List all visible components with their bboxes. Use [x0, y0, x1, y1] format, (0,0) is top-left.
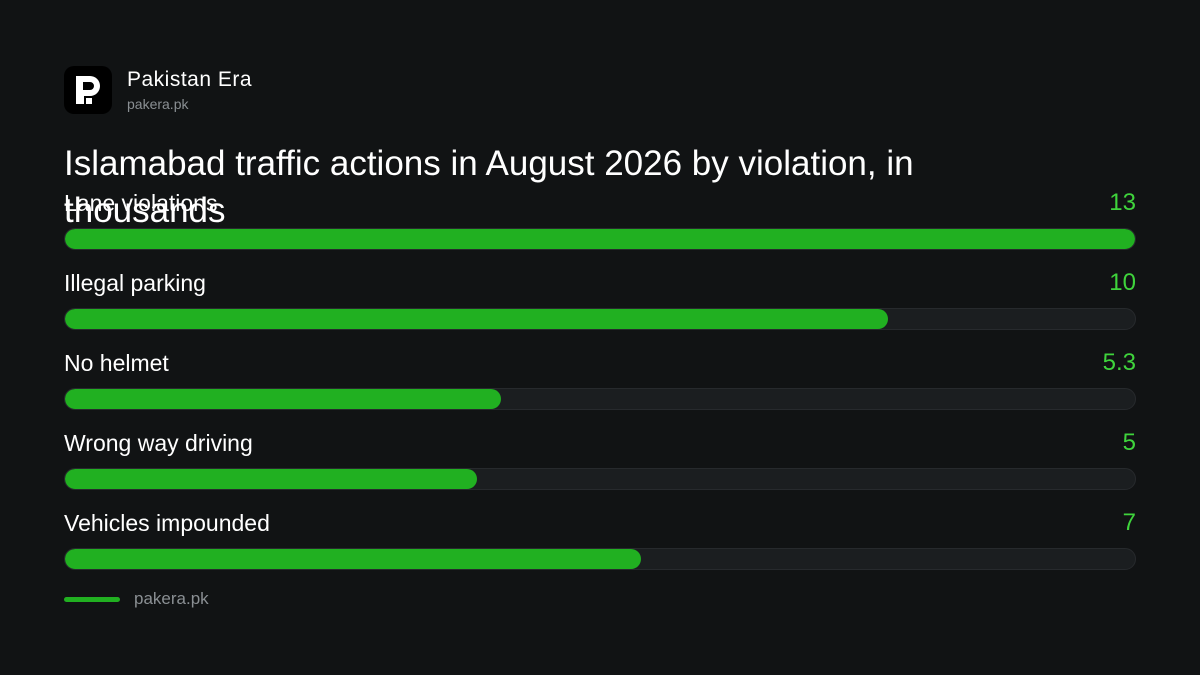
bar-row: Vehicles impounded 7 — [64, 508, 1136, 588]
chart-title: Islamabad traffic actions in August 2026… — [64, 144, 914, 230]
bar-track — [64, 468, 1136, 490]
bar-value-label: 5.3 — [1102, 349, 1136, 376]
bar-value-label: 10 — [1109, 269, 1136, 296]
bar-label: Lane violations — [64, 190, 218, 216]
bar-fill — [65, 389, 502, 409]
bar-track — [64, 548, 1136, 570]
brand-name: Pakistan Era — [127, 68, 253, 91]
footer-accent-line — [64, 596, 120, 602]
bar-row: No helmet 5.3 — [64, 348, 1136, 428]
bar-fill — [65, 309, 889, 329]
bar-row: Illegal parking 10 — [64, 268, 1136, 348]
bar-fill — [65, 469, 477, 489]
footer-source: pakera.pk — [134, 589, 209, 608]
bar-value-label: 5 — [1122, 429, 1136, 456]
bar-fill — [65, 229, 1135, 249]
bar-value-label: 13 — [1109, 189, 1136, 216]
bar-label: Illegal parking — [64, 270, 206, 296]
bar-label: No helmet — [64, 350, 169, 376]
bar-track — [64, 388, 1136, 410]
brand-header: Pakistan Era pakera.pk — [64, 66, 252, 114]
pakistan-era-logo-icon — [64, 66, 112, 114]
bar-track — [64, 308, 1136, 330]
footer: pakera.pk — [64, 588, 209, 610]
bar-row: Lane violations 13 — [64, 188, 1136, 268]
bar-chart: Lane violations 13 Illegal parking 10 No hel… — [64, 188, 1136, 588]
bar-fill — [65, 549, 642, 569]
bar-row: Wrong way driving 5 — [64, 428, 1136, 508]
bar-track — [64, 228, 1136, 250]
bar-label: Vehicles impounded — [64, 510, 270, 536]
bar-label: Wrong way driving — [64, 430, 253, 456]
bar-value-label: 7 — [1122, 509, 1136, 536]
logo-glyph — [76, 76, 100, 104]
brand-text: Pakistan Era pakera.pk — [127, 67, 252, 113]
brand-url: pakera.pk — [127, 96, 189, 112]
